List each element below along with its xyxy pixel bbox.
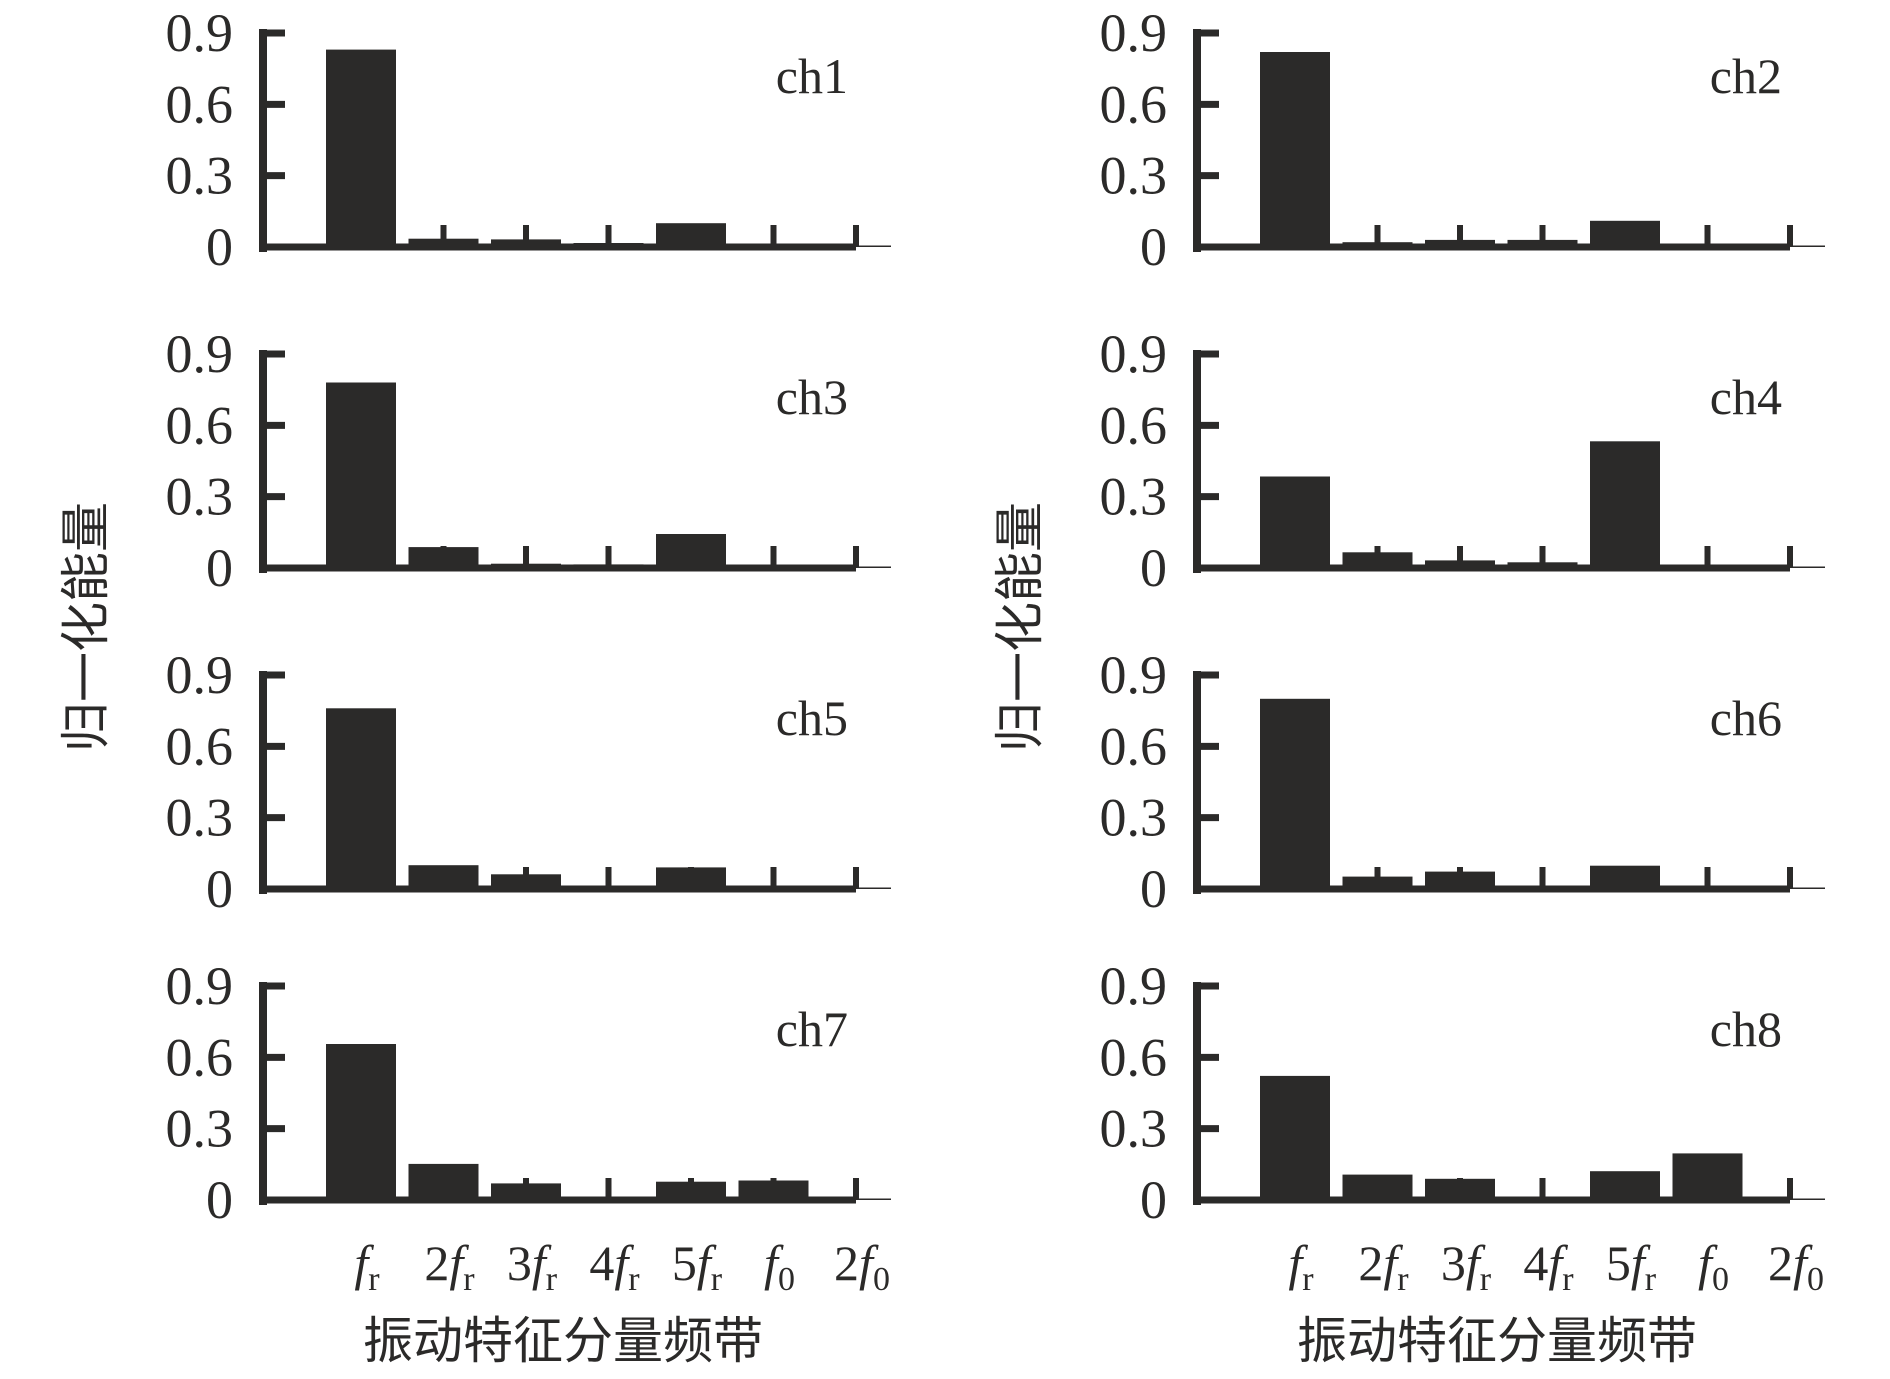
x-tick-label: 4fr: [589, 1235, 640, 1298]
y-tick-label: 0.3: [1100, 788, 1168, 848]
y-tick-label: 0.9: [166, 3, 234, 63]
y-tick-label: 0.9: [166, 324, 234, 384]
y-tick-label: 0.3: [1100, 1099, 1168, 1159]
y-tick-label: 0.6: [1100, 74, 1168, 134]
y-tick-label: 0: [206, 1170, 233, 1230]
bar-ch2-fr: [1260, 52, 1330, 247]
y-tick-label: 0.3: [166, 467, 234, 527]
y-tick-label: 0.9: [166, 956, 234, 1016]
y-tick-label: 0: [1140, 538, 1167, 598]
bar-ch4-fr: [1260, 476, 1330, 568]
y-tick-label: 0.9: [1100, 956, 1168, 1016]
y-tick-label: 0.3: [1100, 146, 1168, 206]
y-tick-label: 0: [1140, 859, 1167, 919]
y-tick-label: 0.3: [166, 1099, 234, 1159]
y-tick-label: 0.6: [166, 716, 234, 776]
panel-label: ch5: [776, 690, 848, 746]
x-tick-label: fr: [1288, 1235, 1314, 1298]
y-tick-label: 0: [206, 217, 233, 277]
panel-ch1: 0 0.3 0.6 0.9 ch1: [166, 3, 891, 277]
y-tick-label: 0.6: [1100, 716, 1168, 776]
panel-ch7: 0 0.3 0.6 0.9 ch7: [166, 956, 891, 1230]
y-tick-label: 0.6: [1100, 1027, 1168, 1087]
bar-ch8-fr: [1260, 1075, 1330, 1200]
y-tick-label: 0: [1140, 217, 1167, 277]
x-tick-label: 2fr: [424, 1235, 475, 1298]
panel-ch4: 0 0.3 0.6 0.9 ch4: [1100, 324, 1825, 598]
panel-label: ch1: [776, 48, 848, 104]
y-tick-label: 0.6: [1100, 395, 1168, 455]
panel-label: ch8: [1710, 1001, 1782, 1057]
bar-ch1-fr: [326, 49, 396, 247]
panel-label: ch2: [1710, 48, 1782, 104]
y-tick-label: 0.6: [166, 1027, 234, 1087]
x-tick-label: 5fr: [672, 1235, 723, 1298]
x-tick-label: 5fr: [1606, 1235, 1657, 1298]
y-tick-label: 0.9: [166, 645, 234, 705]
panel-label: ch4: [1710, 369, 1782, 425]
panel-ch3: 0 0.3 0.6 0.9 ch3: [166, 324, 891, 598]
y-tick-label: 0: [206, 859, 233, 919]
y-tick-label: 0.3: [166, 146, 234, 206]
y-tick-label: 0.3: [166, 788, 234, 848]
panel-ch2: 0 0.3 0.6 0.9 ch2: [1100, 3, 1825, 277]
x-tick-label: f0: [764, 1235, 795, 1298]
bar-ch7-fr: [326, 1044, 396, 1200]
panel-ch6: 0 0.3 0.6 0.9 ch6: [1100, 645, 1825, 919]
y-tick-label: 0.3: [1100, 467, 1168, 527]
x-axis-title: 振动特征分量频带: [363, 1312, 763, 1370]
y-tick-label: 0.6: [166, 395, 234, 455]
x-tick-label: 4fr: [1523, 1235, 1574, 1298]
bar-ch6-fr: [1260, 698, 1330, 889]
x-axis-title: 振动特征分量频带: [1297, 1312, 1697, 1370]
y-tick-label: 0.9: [1100, 645, 1168, 705]
panel-ch5: 0 0.3 0.6 0.9 ch5: [166, 645, 891, 919]
y-tick-label: 0.9: [1100, 324, 1168, 384]
y-tick-label: 0.6: [166, 74, 234, 134]
x-tick-label: 2f0: [1768, 1235, 1824, 1298]
x-tick-label: fr: [354, 1235, 380, 1298]
x-tick-label: f0: [1698, 1235, 1729, 1298]
bar-ch3-fr: [326, 382, 396, 568]
y-axis-title: 归一化能量: [991, 502, 1049, 752]
x-tick-label: 2fr: [1358, 1235, 1409, 1298]
panel-label: ch6: [1710, 690, 1782, 746]
panel-label: ch3: [776, 369, 848, 425]
x-tick-label: 3fr: [1441, 1235, 1492, 1298]
panel-label: ch7: [776, 1001, 848, 1057]
y-tick-label: 0: [206, 538, 233, 598]
x-tick-label: 3fr: [507, 1235, 558, 1298]
y-tick-label: 0.9: [1100, 3, 1168, 63]
y-tick-label: 0: [1140, 1170, 1167, 1230]
panel-ch8: 0 0.3 0.6 0.9 ch8: [1100, 956, 1825, 1230]
y-axis-title: 归一化能量: [57, 502, 115, 752]
x-tick-label: 2f0: [834, 1235, 890, 1298]
bar-ch5-fr: [326, 708, 396, 889]
